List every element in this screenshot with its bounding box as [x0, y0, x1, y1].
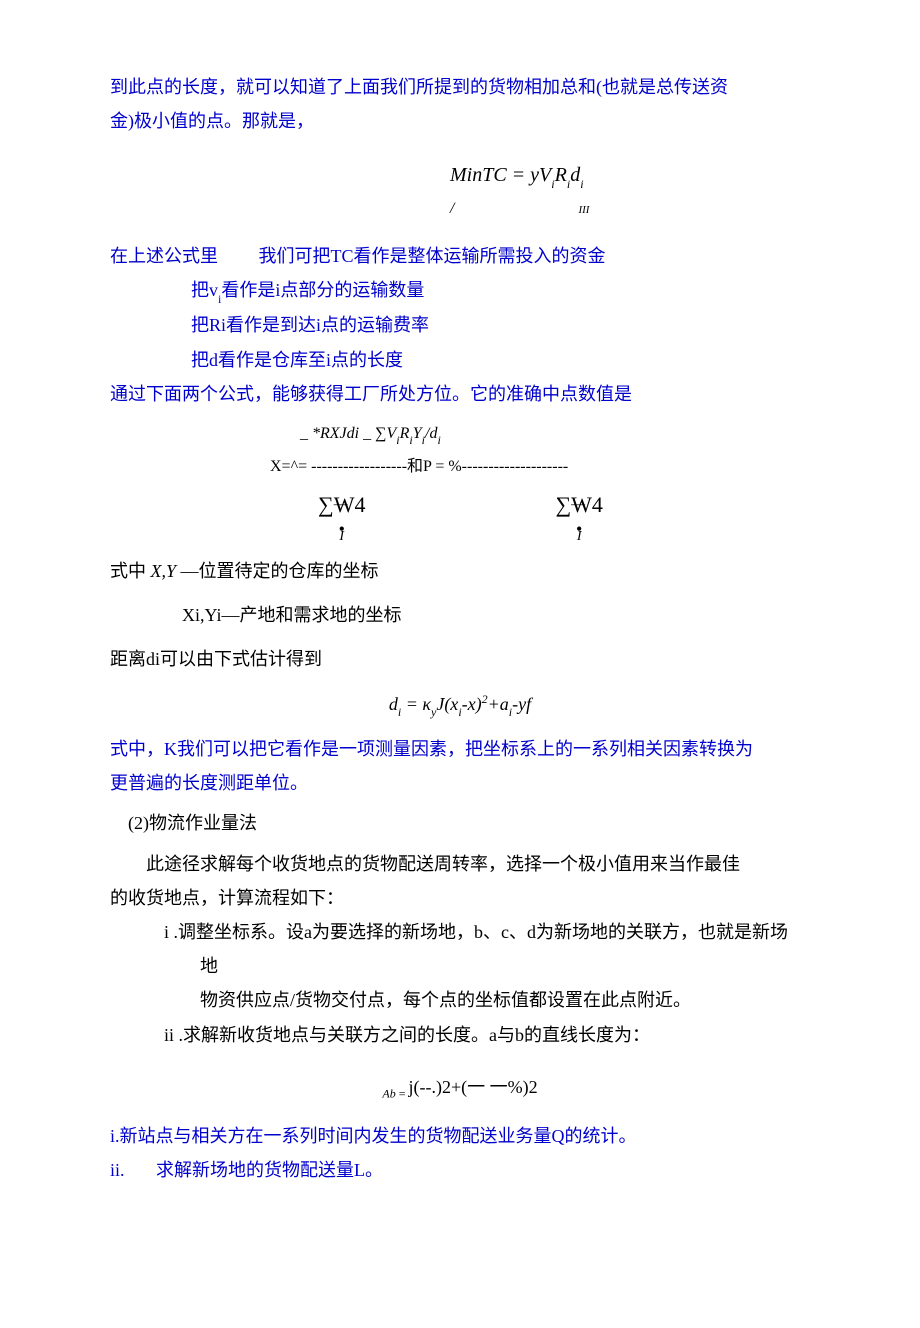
- tc-description: 在上述公式里 我们可把TC看作是整体运输所需投入的资金 把vi看作是i点部分的运…: [110, 239, 810, 411]
- formula-1-main: MinTC = yViRidi: [110, 156, 810, 194]
- tc-line2: 把vi看作是i点部分的运输数量: [110, 273, 810, 308]
- tc-line4: 把d看作是仓库至i点的长度: [110, 343, 810, 377]
- formula-2-mid: X=^= ------------------和P = %-----------…: [270, 452, 810, 482]
- xy-line2: Xi,Yi—产地和需求地的坐标: [110, 598, 810, 632]
- final-line1: i.新站点与相关方在一系列时间内发生的货物配送业务量Q的统计。: [110, 1119, 810, 1153]
- xy-description: 式中 X,Y —位置待定的仓库的坐标 Xi,Yi—产地和需求地的坐标 距离di可…: [110, 554, 810, 677]
- formula-1: MinTC = yViRidi / III: [110, 156, 810, 224]
- k-line1: 式中，K我们可以把它看作是一项测量因素，把坐标系上的一系列相关因素转换为: [110, 732, 810, 766]
- step-i-a: i .调整坐标系。设a为要选择的新场地，b、c、d为新场地的关联方，也就是新场: [110, 915, 810, 949]
- intro-line1: 到此点的长度，就可以知道了上面我们所提到的货物相加总和(也就是总传送资: [110, 70, 810, 104]
- sigma-block-2: ∑—W4 • I: [555, 484, 602, 542]
- xy-line1: 式中 X,Y —位置待定的仓库的坐标: [110, 554, 810, 588]
- steps: i .调整坐标系。设a为要选择的新场地，b、c、d为新场地的关联方，也就是新场 …: [110, 915, 810, 1052]
- formula-3: di = κyJ(xi-x)2+ai-yf: [110, 687, 810, 722]
- method-2-para2: 的收货地点，计算流程如下：: [110, 881, 810, 915]
- formula-2: _ *RXJdi _ ∑ViRiYi/di X=^= -------------…: [110, 419, 810, 542]
- formula-2-numerator: _ *RXJdi _ ∑ViRiYi/di: [270, 419, 810, 450]
- intro-text: 到此点的长度，就可以知道了上面我们所提到的货物相加总和(也就是总传送资 金)极小…: [110, 70, 810, 138]
- tc-line3: 把Ri看作是到达i点的运输费率: [110, 308, 810, 342]
- formula-4: Ab = j(--.)2+(一 一%)2: [110, 1070, 810, 1105]
- step-i-b: 地: [110, 949, 810, 983]
- xy-line3: 距离di可以由下式估计得到: [110, 642, 810, 676]
- final-line2: ii. 求解新场地的货物配送量L。: [110, 1153, 810, 1187]
- final-steps: i.新站点与相关方在一系列时间内发生的货物配送业务量Q的统计。 ii. 求解新场…: [110, 1119, 810, 1187]
- step-i-c: 物资供应点/货物交付点，每个点的坐标值都设置在此点附近。: [110, 983, 810, 1017]
- formula-1-sub: / III: [110, 194, 810, 224]
- k-line2: 更普遍的长度测距单位。: [110, 766, 810, 800]
- method-2: (2)物流作业量法 此途径求解每个收货地点的货物配送周转率，选择一个极小值用来当…: [110, 806, 810, 915]
- sigma-block-1: ∑—W4 • I: [318, 484, 365, 542]
- method-2-title: (2)物流作业量法: [110, 806, 810, 840]
- intro-line2: 金)极小值的点。那就是，: [110, 104, 810, 138]
- tc-line5: 通过下面两个公式，能够获得工厂所处方位。它的准确中点数值是: [110, 377, 810, 411]
- step-ii: ii .求解新收货地点与关联方之间的长度。a与b的直线长度为：: [110, 1018, 810, 1052]
- formula-2-sigma-row: ∑—W4 • I ∑—W4 • I: [270, 484, 810, 542]
- tc-line1: 在上述公式里 我们可把TC看作是整体运输所需投入的资金: [110, 239, 810, 273]
- method-2-para1: 此途径求解每个收货地点的货物配送周转率，选择一个极小值用来当作最佳: [110, 847, 810, 881]
- k-description: 式中，K我们可以把它看作是一项测量因素，把坐标系上的一系列相关因素转换为 更普遍…: [110, 732, 810, 800]
